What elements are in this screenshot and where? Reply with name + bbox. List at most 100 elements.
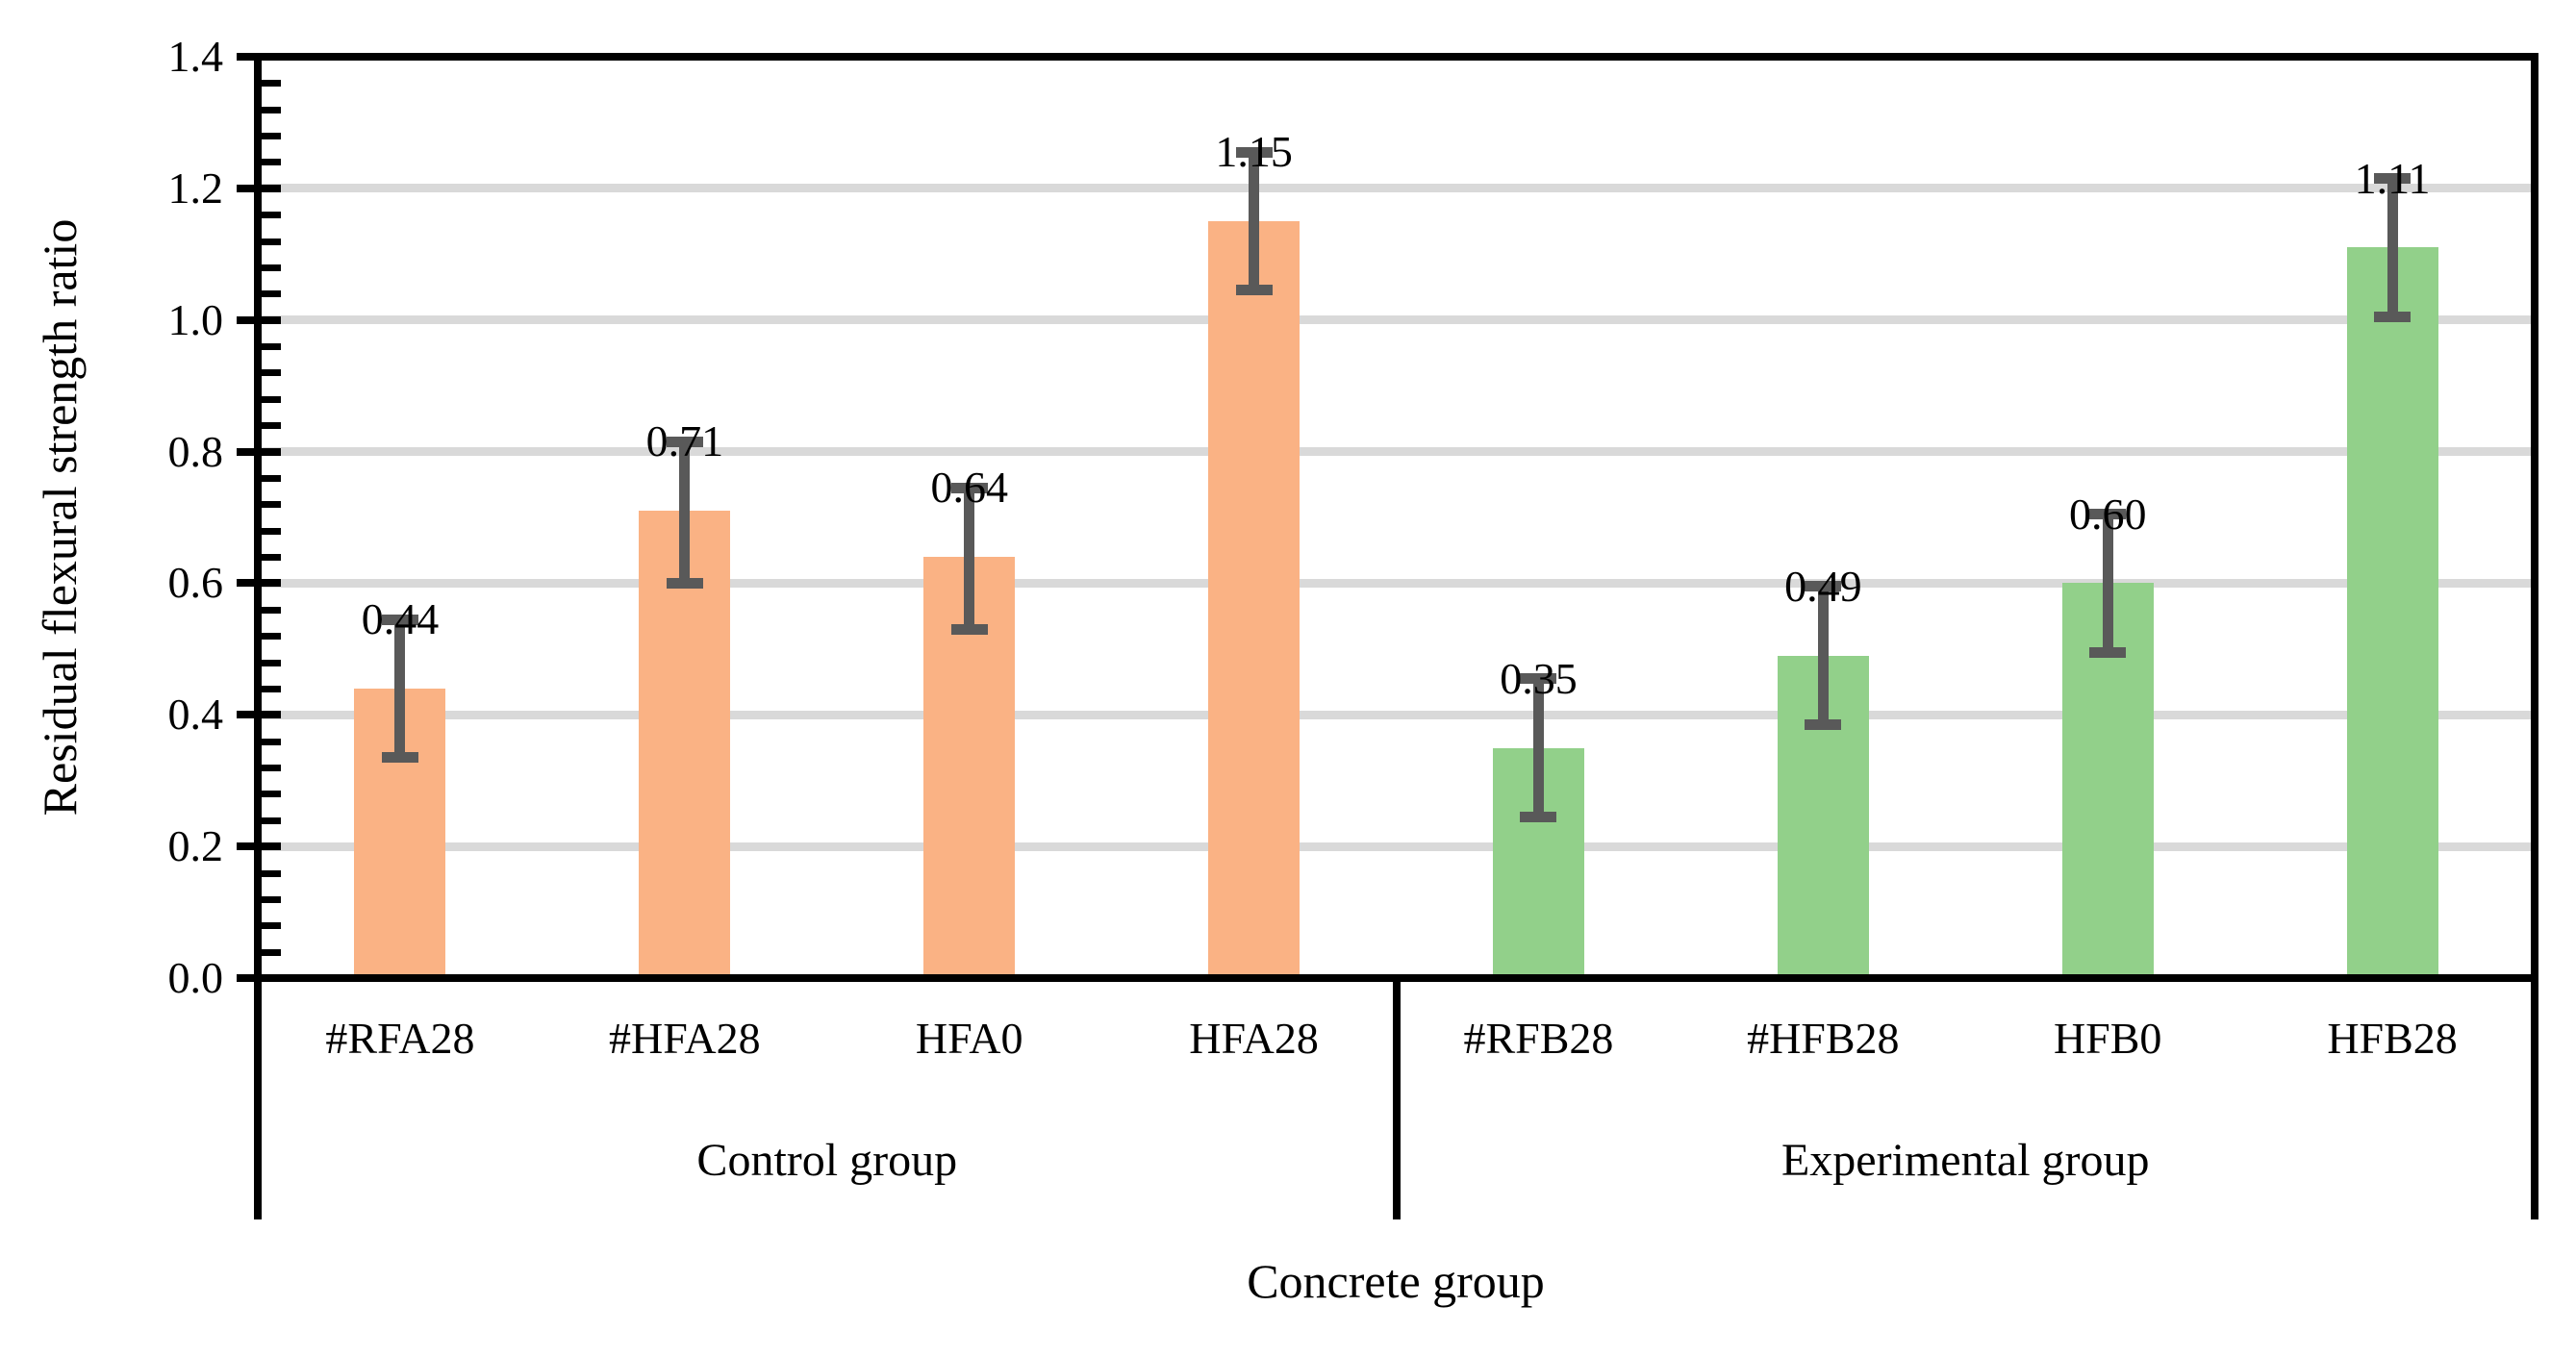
gridline [258, 578, 2535, 588]
y-axis-minor-tick [262, 948, 281, 956]
error-bar-line [2102, 514, 2113, 653]
y-axis-major-tick [237, 184, 281, 192]
y-axis-minor-tick [262, 659, 281, 666]
bar-value-label: 1.11 [2354, 153, 2431, 203]
error-bar-cap-bottom [1805, 719, 1842, 731]
y-axis-minor-tick [262, 395, 281, 403]
y-axis-minor-tick [262, 238, 281, 245]
error-bar-cap-top [2089, 509, 2127, 520]
y-axis-minor-tick [262, 685, 281, 692]
error-bar-cap-bottom [381, 752, 418, 764]
y-axis-minor-tick [262, 895, 281, 903]
bar-value-label: 0.60 [2068, 489, 2147, 539]
x-axis-category-label: #HFB28 [1747, 1014, 1900, 1063]
error-bar-cap-bottom [2089, 646, 2127, 658]
x-axis-category-label: #RFB28 [1463, 1014, 1614, 1063]
y-axis-minor-tick [262, 264, 281, 271]
error-bar-cap-top [1520, 673, 1557, 685]
x-axis-category-label: HFA0 [915, 1014, 1023, 1063]
bar-HFA28 [639, 511, 731, 978]
x-axis-group-label: Control group [696, 1135, 958, 1186]
y-axis-tick-label: 0.0 [167, 953, 224, 1002]
y-axis-minor-tick [262, 633, 281, 641]
plot-border-top [254, 53, 2538, 61]
y-axis-minor-tick [262, 474, 281, 482]
y-axis-minor-tick [262, 290, 281, 298]
error-bar-cap-bottom [1520, 811, 1557, 822]
y-axis-tick-label: 1.2 [167, 163, 224, 213]
error-bar-cap-top [1235, 146, 1273, 158]
gridline [258, 447, 2535, 457]
y-axis-minor-tick [262, 106, 281, 113]
bar-value-label: 0.64 [930, 463, 1008, 513]
error-bar-line [2387, 178, 2398, 317]
y-axis-major-tick [237, 447, 281, 456]
x-axis-category-label: HFB28 [2327, 1014, 2458, 1063]
error-bar-cap-bottom [1235, 285, 1273, 296]
y-axis-tick-label: 1.0 [167, 294, 224, 344]
y-axis-minor-tick [262, 422, 281, 430]
y-axis-minor-tick [262, 527, 281, 535]
error-bar-cap-top [950, 482, 988, 493]
plot-border-right [2531, 53, 2538, 982]
bar-HFB28 [2346, 247, 2438, 978]
y-axis-major-tick [237, 711, 281, 719]
y-axis-minor-tick [262, 554, 281, 562]
bar-value-label: 0.44 [361, 594, 440, 644]
y-axis-tick-label: 1.4 [167, 32, 224, 81]
y-axis-minor-tick [262, 133, 281, 140]
y-axis-major-tick [237, 579, 281, 588]
category-separator-line [2531, 978, 2538, 1219]
y-axis-minor-tick [262, 817, 281, 824]
bar-value-label: 0.35 [1500, 653, 1578, 703]
bar-value-label: 0.49 [1784, 561, 1862, 611]
y-axis-major-tick [237, 315, 281, 324]
y-axis-minor-tick [262, 80, 281, 88]
error-bar-line [679, 441, 691, 584]
bar-HFA28 [1208, 221, 1301, 978]
x-axis-group-label: Experimental group [1780, 1135, 2150, 1186]
bar-value-label: 0.71 [645, 416, 724, 466]
error-bar-line [394, 619, 406, 758]
x-axis-title: Concrete group [1247, 1254, 1545, 1308]
y-axis-tick-label: 0.4 [167, 690, 224, 740]
y-axis-minor-tick [262, 922, 281, 930]
y-axis-tick-label: 0.6 [167, 558, 224, 608]
gridline [258, 842, 2535, 851]
gridline [258, 710, 2535, 719]
y-axis-tick-label: 0.8 [167, 426, 224, 476]
category-separator-line [1392, 978, 1401, 1219]
y-axis-major-tick [237, 842, 281, 851]
error-bar-line [964, 488, 975, 630]
y-axis-tick-label: 0.2 [167, 821, 224, 871]
y-axis-minor-tick [262, 343, 281, 351]
gridline [258, 315, 2535, 325]
y-axis-minor-tick [262, 369, 281, 377]
y-axis-minor-tick [262, 501, 281, 509]
error-bar-cap-top [2374, 173, 2412, 185]
y-axis-minor-tick [262, 869, 281, 877]
y-axis-minor-tick [262, 791, 281, 798]
y-axis-minor-tick [262, 765, 281, 772]
x-axis-category-label: HFB0 [2053, 1014, 2162, 1063]
x-axis-category-label: HFA28 [1189, 1014, 1319, 1063]
y-axis-minor-tick [262, 159, 281, 166]
error-bar-line [1532, 678, 1544, 817]
error-bar-cap-top [1805, 581, 1842, 592]
error-bar-line [1249, 152, 1260, 290]
y-axis-major-tick [237, 53, 281, 61]
y-axis-minor-tick [262, 606, 281, 614]
x-axis-category-label: #RFA28 [325, 1014, 475, 1063]
error-bar-cap-bottom [950, 623, 988, 635]
gridline [258, 184, 2535, 193]
x-axis-category-label: #HFA28 [609, 1014, 761, 1063]
y-axis-minor-tick [262, 212, 281, 219]
error-bar-cap-top [666, 436, 703, 447]
error-bar-line [1817, 586, 1829, 725]
y-axis-minor-tick [262, 738, 281, 745]
bar-value-label: 1.15 [1215, 127, 1293, 177]
error-bar-cap-bottom [2374, 311, 2412, 322]
category-separator-line [254, 978, 262, 1219]
